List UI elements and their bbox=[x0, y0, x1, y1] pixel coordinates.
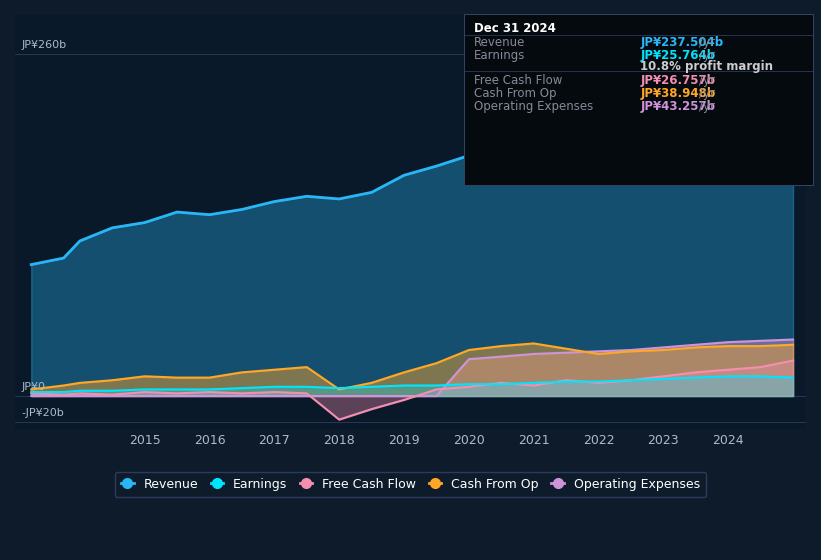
Text: JP¥38.948b: JP¥38.948b bbox=[640, 87, 716, 100]
Text: /yr: /yr bbox=[699, 74, 715, 87]
Text: Cash From Op: Cash From Op bbox=[474, 87, 556, 100]
Text: JP¥26.757b: JP¥26.757b bbox=[640, 74, 715, 87]
Text: Revenue: Revenue bbox=[474, 36, 525, 49]
Text: JP¥260b: JP¥260b bbox=[21, 40, 67, 50]
Text: -JP¥20b: -JP¥20b bbox=[21, 408, 64, 418]
Text: JP¥25.764b: JP¥25.764b bbox=[640, 49, 716, 62]
Text: JP¥0: JP¥0 bbox=[21, 382, 45, 392]
Text: /yr: /yr bbox=[699, 87, 715, 100]
Text: JP¥43.257b: JP¥43.257b bbox=[640, 100, 715, 113]
Text: /yr: /yr bbox=[699, 100, 715, 113]
Text: /yr: /yr bbox=[699, 36, 715, 49]
Text: /yr: /yr bbox=[699, 49, 715, 62]
Text: Earnings: Earnings bbox=[474, 49, 525, 62]
Legend: Revenue, Earnings, Free Cash Flow, Cash From Op, Operating Expenses: Revenue, Earnings, Free Cash Flow, Cash … bbox=[115, 472, 706, 497]
Text: JP¥237.504b: JP¥237.504b bbox=[640, 36, 723, 49]
Text: Free Cash Flow: Free Cash Flow bbox=[474, 74, 562, 87]
Text: Operating Expenses: Operating Expenses bbox=[474, 100, 593, 113]
Text: Dec 31 2024: Dec 31 2024 bbox=[474, 22, 556, 35]
Text: 10.8% profit margin: 10.8% profit margin bbox=[640, 60, 773, 73]
